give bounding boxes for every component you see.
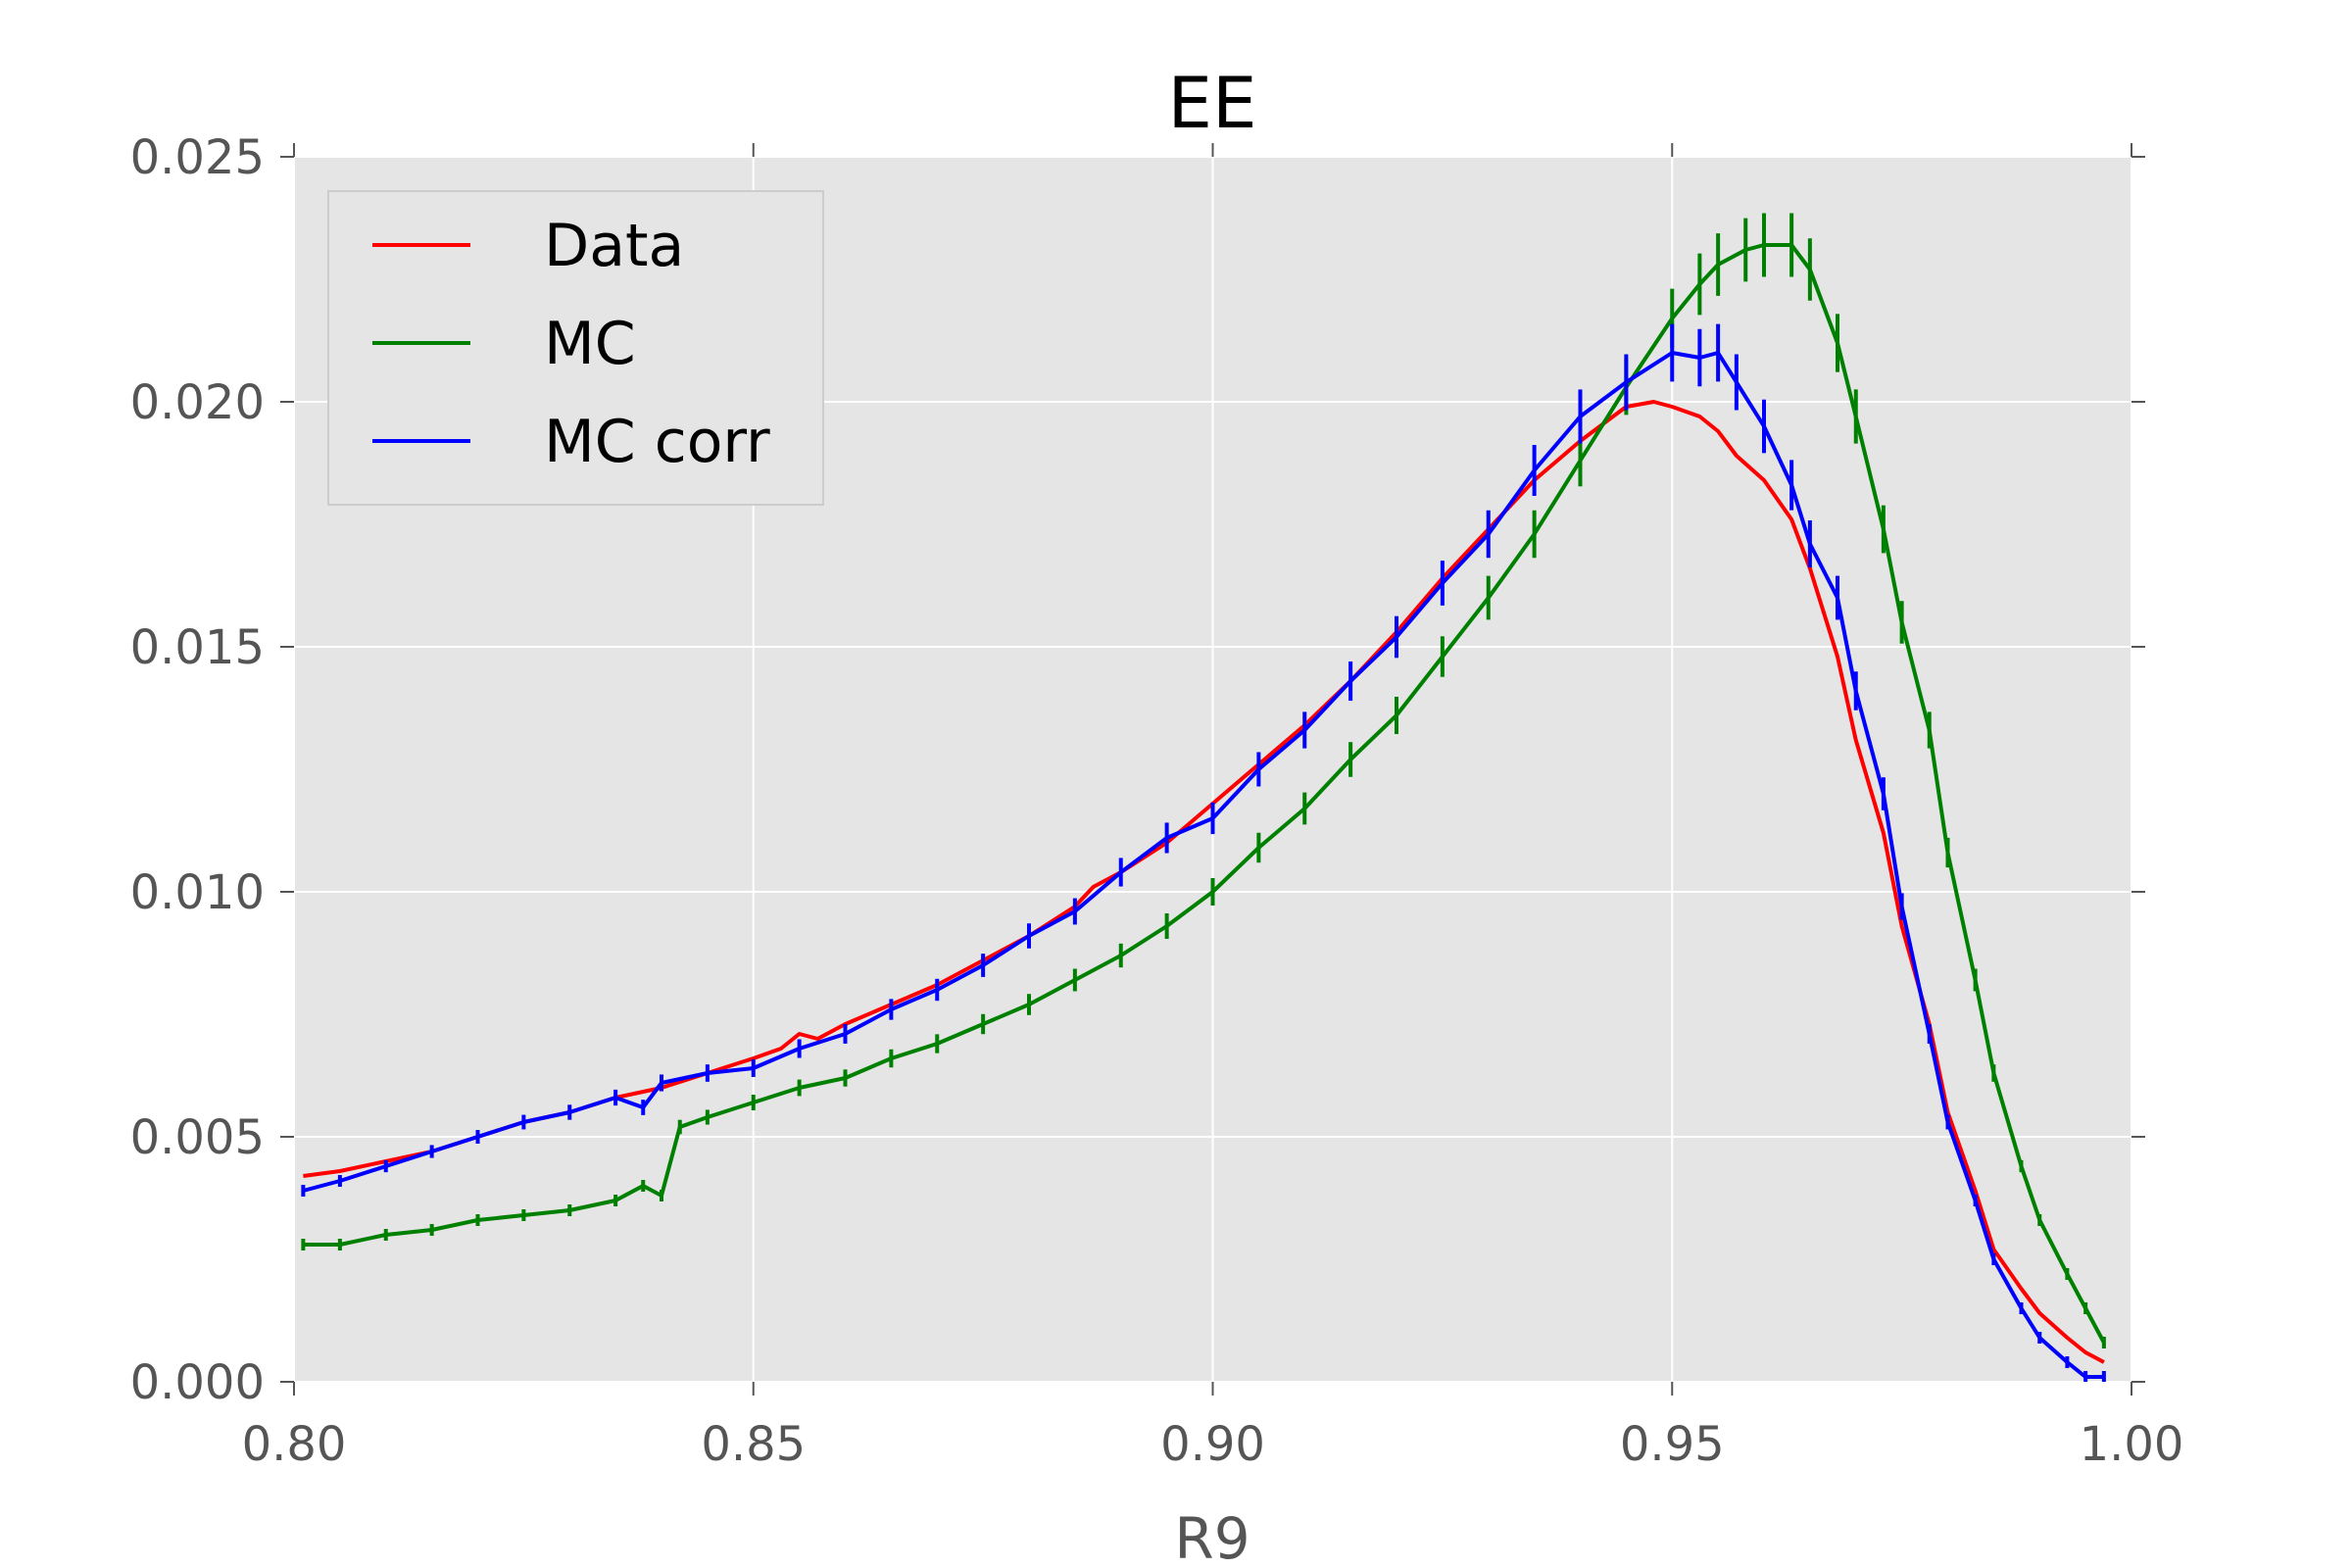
x-tick-label: 0.80 — [242, 1417, 347, 1472]
series-line — [303, 243, 2106, 1344]
chart-title: EE — [1168, 62, 1257, 144]
x-tick-label: 1.00 — [2080, 1417, 2184, 1472]
legend-label: MC corr — [544, 408, 770, 476]
y-tick-label: 0.025 — [130, 130, 265, 185]
series-mc — [301, 213, 2106, 1348]
legend: Data MC MC corr — [327, 190, 824, 506]
y-tick-label: 0.015 — [130, 620, 265, 675]
ticks: 0.80 0.85 0.90 0.95 1.00 0.000 0.005 0.010 0.015… — [130, 130, 2184, 1472]
x-axis-label: R9 — [1174, 1505, 1250, 1568]
legend-label: Data — [544, 212, 684, 280]
x-tick-label: 0.85 — [701, 1417, 806, 1472]
legend-label: MC — [544, 310, 636, 378]
series-layer — [301, 213, 2106, 1382]
x-tick-label: 0.90 — [1160, 1417, 1265, 1472]
y-tick-label: 0.020 — [130, 375, 265, 430]
y-tick-label: 0.005 — [130, 1110, 265, 1165]
series-mc-corr — [301, 323, 2106, 1382]
x-tick-label: 0.95 — [1620, 1417, 1725, 1472]
y-tick-label: 0.000 — [130, 1355, 265, 1410]
y-tick-label: 0.010 — [130, 865, 265, 920]
